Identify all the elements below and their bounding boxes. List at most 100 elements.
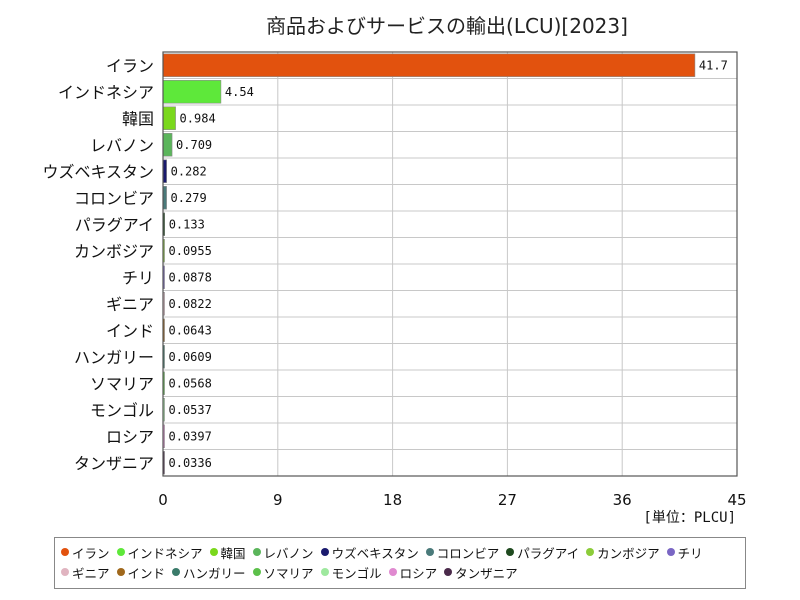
legend-label: 韓国: [220, 545, 246, 561]
value-label-bg: [222, 82, 259, 101]
legend-marker: [506, 548, 515, 556]
category-label: インド: [106, 321, 154, 340]
value-label-bg: [177, 109, 221, 128]
bar: [162, 133, 173, 157]
value-label: 0.0397: [169, 429, 212, 443]
legend-marker: [172, 568, 181, 576]
legend-label: レバノン: [263, 545, 314, 561]
category-label: インドネシア: [58, 83, 154, 102]
legend-label: カンボジア: [597, 545, 660, 561]
bar: [162, 80, 222, 104]
category-label: チリ: [122, 268, 154, 287]
value-label: 0.0878: [169, 270, 212, 284]
category-label: タンザニア: [74, 454, 154, 473]
legend-marker: [116, 548, 125, 556]
chart-title: 商品およびサービスの輸出(LCU)[2023]: [266, 14, 628, 38]
legend-marker: [444, 568, 453, 576]
value-label: 0.0609: [169, 350, 212, 364]
x-tick-label: 18: [383, 491, 402, 509]
value-label: 0.282: [171, 164, 207, 178]
value-label-bg: [166, 294, 217, 313]
legend-item: イラン: [61, 542, 110, 562]
legend-label: ハンガリー: [183, 565, 246, 581]
legend-item: チリ: [666, 542, 703, 562]
legend-item: カンボジア: [586, 542, 660, 562]
value-label-bg: [174, 135, 217, 154]
legend-marker: [252, 548, 261, 556]
x-tick-label: 9: [273, 491, 283, 509]
value-label: 0.133: [169, 217, 205, 231]
category-label: レバノン: [90, 136, 154, 155]
value-label: 0.984: [180, 111, 216, 125]
legend-label: ウズベキスタン: [331, 545, 419, 561]
category-label: ウズベキスタン: [42, 162, 154, 181]
legend-marker: [209, 548, 218, 556]
legend-marker: [320, 548, 329, 556]
legend-item: 韓国: [209, 542, 246, 562]
value-label-bg: [166, 241, 217, 260]
legend-label: コロンビア: [436, 545, 500, 561]
bar: [162, 53, 696, 77]
category-label: ロシア: [106, 427, 154, 446]
category-label: イラン: [106, 56, 154, 75]
legend-label: チリ: [677, 545, 703, 561]
category-label: モンゴル: [90, 401, 154, 420]
legend-item: インド: [116, 562, 165, 582]
legend-label: モンゴル: [331, 565, 382, 581]
legend-item: ウズベキスタン: [320, 542, 419, 562]
legend-marker: [116, 568, 125, 576]
legend-item: タンザニア: [444, 562, 518, 582]
legend-item: レバノン: [252, 542, 314, 562]
legend-label: ソマリア: [263, 565, 314, 581]
x-tick-label: 36: [613, 491, 632, 509]
value-label: 0.0643: [169, 323, 212, 337]
value-label: 41.7: [699, 58, 728, 72]
bar: [162, 106, 176, 130]
legend-item: パラグアイ: [506, 542, 579, 562]
value-label: 0.0822: [169, 297, 212, 311]
legend-item: ギニア: [61, 562, 110, 582]
value-label-bg: [166, 347, 217, 366]
legend-marker: [320, 568, 329, 576]
category-label: ハンガリー: [74, 348, 154, 367]
category-label: カンボジア: [74, 242, 154, 261]
legend-marker: [61, 548, 69, 556]
legend-item: コロンビア: [425, 542, 500, 562]
legend-label: タンザニア: [455, 565, 518, 581]
legend-label: ギニア: [72, 565, 110, 581]
value-label: 0.709: [176, 138, 212, 152]
category-label: ギニア: [106, 295, 154, 314]
value-label-bg: [166, 215, 210, 234]
value-label-bg: [166, 321, 217, 340]
value-label-bg: [166, 268, 217, 287]
value-label: 0.0568: [169, 376, 212, 390]
category-label: ソマリア: [90, 374, 154, 393]
legend-marker: [666, 548, 675, 556]
plot-frame: [162, 51, 738, 477]
legend-marker: [586, 548, 595, 556]
legend: イラン インドネシア 韓国 レバノン ウズベキスタン コロンビア パラグアイ カンボジア チリギ…: [54, 537, 746, 589]
category-label: 韓国: [122, 109, 154, 128]
value-label-bg: [166, 374, 217, 393]
legend-marker: [252, 568, 261, 576]
value-label-bg: [166, 400, 217, 419]
value-label: 0.0955: [169, 244, 212, 258]
legend-item: ハンガリー: [172, 562, 246, 582]
legend-item: モンゴル: [320, 562, 382, 582]
value-label-bg: [166, 453, 217, 472]
value-label-bg: [168, 188, 212, 207]
legend-marker: [425, 548, 434, 556]
value-label: 0.0336: [169, 456, 212, 470]
value-label-bg: [166, 427, 217, 446]
legend-item: ソマリア: [252, 562, 314, 582]
legend-label: インドネシア: [127, 545, 203, 561]
value-label-bg: [168, 162, 212, 181]
unit-label: [単位：PLCU]: [643, 510, 736, 526]
x-tick-label: 45: [727, 491, 746, 509]
legend-marker: [388, 568, 397, 576]
legend-label: イラン: [72, 545, 110, 561]
value-label-bg: [696, 56, 733, 75]
value-label: 0.0537: [169, 403, 212, 417]
legend-marker: [61, 568, 69, 576]
